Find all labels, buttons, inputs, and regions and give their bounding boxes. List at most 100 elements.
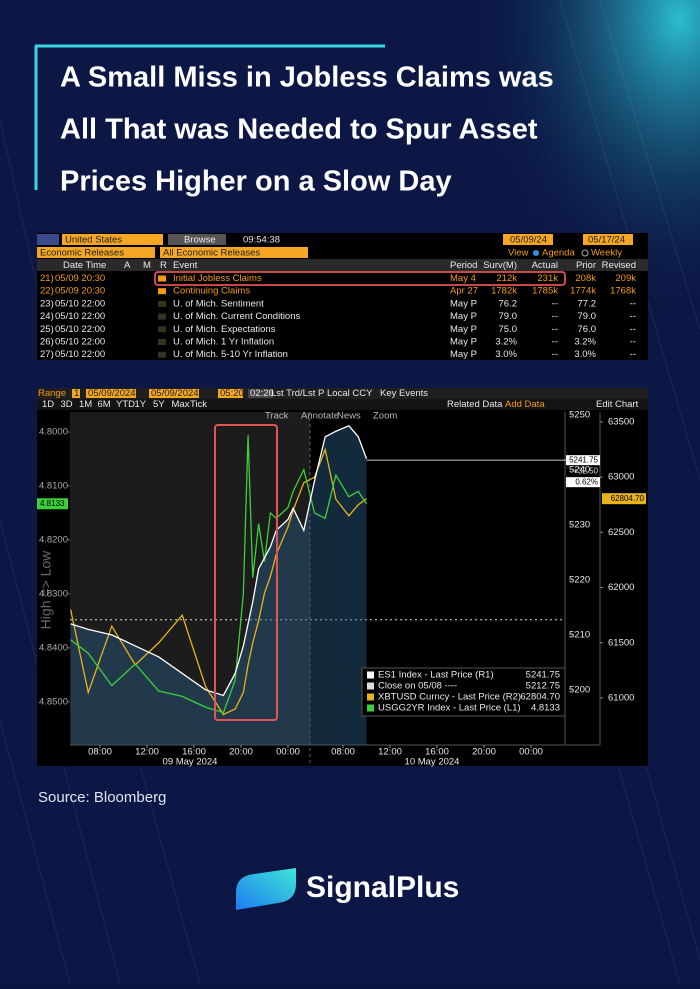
cell: -- [552,349,558,360]
cell: May P [450,298,477,309]
title-line: A Small Miss in Jobless Claims was [60,62,554,94]
y3-tick-label: 63000 [608,472,634,483]
legend-value: 62804.70 [520,692,560,703]
toolbar-item[interactable]: 1 [74,388,79,399]
period[interactable]: 1Y [135,399,147,410]
button[interactable] [168,234,226,245]
x-tick-label: 20:00 [472,747,496,758]
icon [158,275,166,282]
y2-tick-label: 5210 [569,629,590,640]
column-header: Period [450,260,477,271]
agenda[interactable]: Agenda [542,248,575,259]
legend-swatch [367,682,374,690]
cell: 21) [40,273,54,284]
field[interactable] [72,389,80,398]
period[interactable]: 5Y [153,399,165,410]
field[interactable] [160,247,308,258]
toolbar [37,399,648,410]
icon [158,351,166,358]
cell: 1782k [491,286,517,297]
cell: 1774k [570,286,596,297]
column-header: M [143,260,151,271]
legend-label: XBTUSD Curncy - Last Price (R2) [378,692,521,703]
column-header: Actual [532,260,558,271]
tool[interactable]: Edit Chart [596,399,639,410]
period[interactable]: 6M [98,399,111,410]
field[interactable] [62,234,163,245]
toolbar-item[interactable]: 05/09/2024 [88,388,136,399]
cell: 05/10 22:00 [55,337,105,348]
date-label: 10 May 2024 [405,757,460,768]
tool[interactable]: Track [265,411,289,422]
x-tick-label: 20:00 [229,747,253,758]
change-pct: 0.62% [575,477,598,486]
period[interactable]: 1D [42,399,54,410]
cell: 1785k [532,286,558,297]
title-line: All That was Needed to Spur Asset [60,114,538,146]
field[interactable] [149,389,199,398]
logo-icon [236,868,296,910]
column-header: Date Time [63,260,106,271]
cell: -- [552,298,558,309]
cell: 75.0 [499,324,518,335]
radio[interactable] [533,250,539,256]
cell: 212k [496,273,517,284]
period[interactable]: YTD [116,399,135,410]
radio[interactable] [581,249,589,257]
toolbar-item[interactable]: Key Events [380,388,428,399]
tool[interactable]: Annotate [301,411,339,422]
event: U. of Mich. 5-10 Yr Inflation [173,349,288,360]
y3-tick-label: 62000 [608,582,634,593]
y3-tick-label: 62500 [608,527,634,538]
title-line: Prices Higher on a Slow Day [60,166,452,198]
y3-tick-label: 61500 [608,637,634,648]
toolbar-item[interactable]: 02:20 [250,388,274,399]
y-tick-label: 4.8000 [39,426,68,437]
price-tag [566,455,600,466]
cell: 3.0% [574,349,596,360]
x-tick-label: 16:00 [182,747,206,758]
column-header: A [124,260,131,271]
legend-swatch [367,704,374,712]
period[interactable]: 1M [79,399,92,410]
legend-bg [361,667,566,717]
period[interactable]: 3D [61,399,73,410]
field[interactable] [37,247,155,258]
price-tag [37,498,68,510]
toolbar-item[interactable]: Range [38,388,66,399]
field[interactable] [503,234,553,245]
tool[interactable]: Add Data [505,399,545,410]
field[interactable] [583,234,633,245]
field[interactable] [218,389,243,398]
category: Economic Releases [40,248,124,259]
event: Continuing Claims [173,286,250,297]
column-header: Surv(M) [483,260,517,271]
cell: 231k [537,273,558,284]
view[interactable]: View [508,248,529,259]
x-tick-label: 16:00 [425,747,449,758]
toolbar-item[interactable]: Local CCY [327,388,373,399]
date-label: 09 May 2024 [163,757,218,768]
cell: May 4 [450,273,476,284]
event: U. of Mich. Sentiment [173,298,264,309]
toolbar-item[interactable]: 05:20 [220,388,244,399]
tool[interactable]: News [337,411,361,422]
y2-tick-label: 5200 [569,684,590,695]
x-tick-label: 12:00 [378,747,402,758]
period[interactable]: Max [172,399,190,410]
cell: Apr 27 [450,286,478,297]
tool[interactable]: Related Data [447,399,503,410]
cell: -- [630,337,636,348]
field[interactable] [86,389,136,398]
field[interactable] [248,389,273,398]
icon [158,326,166,333]
legend-swatch [367,671,374,679]
toolbar-item[interactable]: 05/09/2024 [151,388,199,399]
toolbar-item[interactable]: Lst Trd/Lst P [271,388,324,399]
weekly[interactable]: Weekly [591,248,622,259]
tool[interactable]: Zoom [373,411,397,422]
browse[interactable]: Browse [184,235,216,246]
period[interactable]: Tick [190,399,207,410]
